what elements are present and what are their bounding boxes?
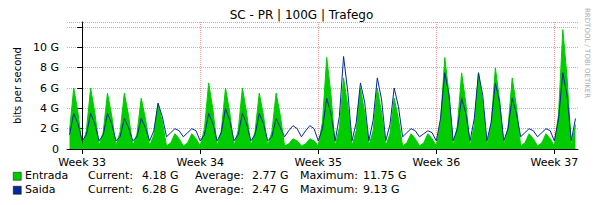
svg-text:6.28 G: 6.28 G bbox=[142, 183, 179, 196]
svg-text:2.77 G: 2.77 G bbox=[252, 169, 289, 182]
svg-text:10 G: 10 G bbox=[33, 41, 59, 54]
svg-text:RRDTOOL / TOBI OETIKER: RRDTOOL / TOBI OETIKER bbox=[583, 8, 591, 98]
svg-text:Maximum:: Maximum: bbox=[300, 183, 358, 196]
svg-text:Week 34: Week 34 bbox=[176, 156, 224, 169]
svg-text:Average:: Average: bbox=[195, 183, 244, 196]
svg-text:2 G: 2 G bbox=[40, 122, 59, 135]
svg-text:2.47 G: 2.47 G bbox=[252, 183, 289, 196]
svg-text:Entrada: Entrada bbox=[25, 169, 68, 182]
svg-text:Maximum:: Maximum: bbox=[300, 169, 358, 182]
svg-text:SC - PR | 100G | Trafego: SC - PR | 100G | Trafego bbox=[230, 8, 374, 22]
svg-text:Saida: Saida bbox=[25, 183, 56, 196]
svg-text:Week 36: Week 36 bbox=[413, 156, 461, 169]
svg-text:11.75 G: 11.75 G bbox=[363, 169, 407, 182]
svg-text:0: 0 bbox=[52, 143, 59, 156]
svg-text:Week 35: Week 35 bbox=[294, 156, 342, 169]
svg-text:Current:: Current: bbox=[88, 169, 133, 182]
svg-text:Week 37: Week 37 bbox=[531, 156, 579, 169]
svg-text:bits per second: bits per second bbox=[12, 47, 23, 124]
svg-text:Week 33: Week 33 bbox=[58, 156, 106, 169]
svg-text:Average:: Average: bbox=[195, 169, 244, 182]
svg-text:4.18 G: 4.18 G bbox=[142, 169, 179, 182]
svg-text:Current:: Current: bbox=[88, 183, 133, 196]
svg-text:8 G: 8 G bbox=[40, 61, 59, 74]
svg-text:9.13 G: 9.13 G bbox=[363, 183, 400, 196]
svg-text:6 G: 6 G bbox=[40, 82, 59, 95]
svg-text:4 G: 4 G bbox=[40, 102, 59, 115]
